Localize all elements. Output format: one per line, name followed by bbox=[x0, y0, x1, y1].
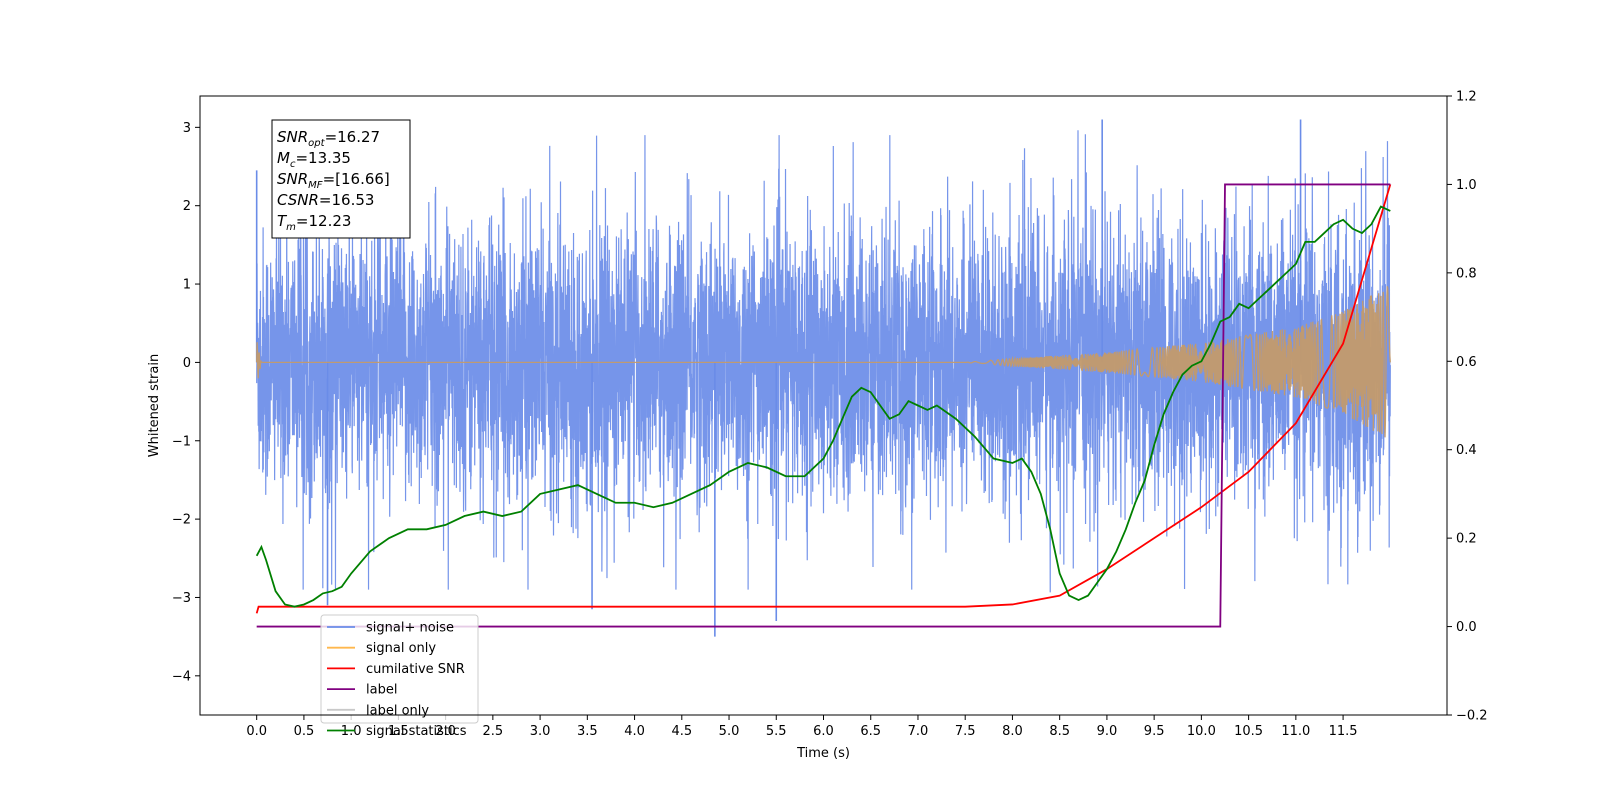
plot-area bbox=[255, 119, 1392, 637]
y-right-tick-label: −0.2 bbox=[1456, 709, 1488, 724]
y-left-tick-label: −4 bbox=[172, 669, 191, 684]
x-tick-label: 0.0 bbox=[246, 724, 267, 739]
axis-ticks: 0.0 0.5 1.0 1.5 2.0 2.5 3.0 3.5 4.0 4.5 5.0 5.5 6.0 6… bbox=[172, 90, 1488, 740]
annotation-line: SNRMF=[16.66] bbox=[277, 170, 390, 191]
x-tick-label: 4.5 bbox=[671, 724, 692, 739]
legend-label: cumilative SNR bbox=[366, 662, 465, 677]
x-tick-label: 10.5 bbox=[1234, 724, 1263, 739]
label-line bbox=[256, 183, 1391, 628]
x-tick-label: 2.5 bbox=[483, 724, 504, 739]
x-tick-label: 10.0 bbox=[1187, 724, 1216, 739]
x-tick-label: 11.0 bbox=[1281, 724, 1310, 739]
y-right-tick-label: 0.4 bbox=[1456, 443, 1477, 458]
y-right-tick-label: 0.2 bbox=[1456, 532, 1477, 547]
x-tick-label: 9.5 bbox=[1144, 724, 1165, 739]
legend-label: label bbox=[366, 683, 397, 698]
x-tick-label: 1.5 bbox=[388, 724, 409, 739]
y-right-tick-label: 0.6 bbox=[1456, 355, 1477, 370]
x-tick-label: 8.0 bbox=[1002, 724, 1023, 739]
signal-statistics-line bbox=[255, 205, 1391, 608]
x-tick-label: 7.0 bbox=[908, 724, 929, 739]
x-tick-label: 0.5 bbox=[294, 724, 315, 739]
x-tick-label: 4.0 bbox=[624, 724, 645, 739]
y-left-tick-label: −1 bbox=[172, 434, 191, 449]
y-right-tick-label: 0.0 bbox=[1456, 620, 1477, 635]
annotation-line: CSNR=16.53 bbox=[277, 191, 374, 209]
plot-frame bbox=[199, 95, 1448, 716]
y-left-tick-label: 2 bbox=[183, 199, 191, 214]
y-right-tick-label: 1.2 bbox=[1456, 90, 1477, 105]
annotation-line: Tm=12.23 bbox=[277, 212, 351, 233]
y-left-tick-label: −2 bbox=[172, 513, 191, 528]
parameter-annotation-box: SNRopt=16.27Mc=13.35SNRMF=[16.66]CSNR=16… bbox=[271, 119, 411, 239]
legend-label: signal statistics bbox=[366, 724, 467, 739]
x-tick-label: 1.0 bbox=[341, 724, 362, 739]
x-tick-label: 8.5 bbox=[1049, 724, 1070, 739]
legend-label: signal+ noise bbox=[366, 621, 454, 636]
y-left-tick-label: 3 bbox=[183, 121, 191, 136]
x-tick-label: 9.0 bbox=[1097, 724, 1118, 739]
x-tick-label: 7.5 bbox=[955, 724, 976, 739]
signal-plus-noise-line bbox=[256, 130, 1391, 593]
y-right-tick-label: 0.8 bbox=[1456, 266, 1477, 281]
annotation-line: SNRopt=16.27 bbox=[277, 128, 380, 149]
x-tick-label: 2.0 bbox=[435, 724, 456, 739]
x-tick-label: 6.5 bbox=[860, 724, 881, 739]
y-axis-label: Whitened strain bbox=[147, 354, 162, 457]
annotation-line: Mc=13.35 bbox=[277, 149, 351, 170]
y-right-tick-label: 1.0 bbox=[1456, 178, 1477, 193]
x-axis-label: Time (s) bbox=[796, 746, 850, 761]
x-tick-label: 3.0 bbox=[530, 724, 551, 739]
y-left-tick-label: 1 bbox=[183, 278, 191, 293]
x-tick-label: 5.5 bbox=[766, 724, 787, 739]
x-tick-label: 5.0 bbox=[719, 724, 740, 739]
signal-only-line bbox=[256, 286, 1391, 438]
y-left-tick-label: −3 bbox=[172, 591, 191, 606]
annotation-box-frame bbox=[271, 119, 411, 239]
legend-label: label only bbox=[366, 703, 429, 718]
legend-label: signal only bbox=[366, 641, 436, 656]
x-tick-label: 3.5 bbox=[577, 724, 598, 739]
x-tick-label: 11.5 bbox=[1329, 724, 1358, 739]
x-tick-label: 6.0 bbox=[813, 724, 834, 739]
legend-frame bbox=[320, 614, 479, 724]
y-left-tick-label: 0 bbox=[183, 356, 191, 371]
legend: signal+ noise signal only cumilative SNR la… bbox=[320, 614, 479, 739]
